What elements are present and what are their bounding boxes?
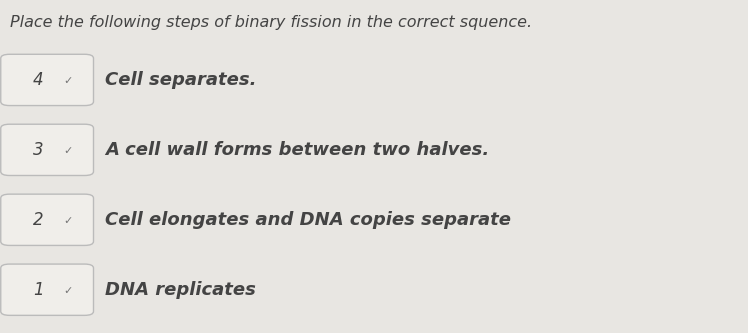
Text: 3: 3 (33, 141, 43, 159)
FancyBboxPatch shape (1, 194, 94, 245)
FancyBboxPatch shape (1, 124, 94, 175)
Text: 1: 1 (33, 281, 43, 299)
Text: ✓: ✓ (64, 286, 73, 296)
Text: Place the following steps of binary fission in the correct squence.: Place the following steps of binary fiss… (10, 15, 532, 30)
Text: ✓: ✓ (64, 216, 73, 226)
Text: Cell separates.: Cell separates. (105, 71, 257, 89)
Text: DNA replicates: DNA replicates (105, 281, 257, 299)
Text: 2: 2 (33, 211, 43, 229)
Text: 4: 4 (33, 71, 43, 89)
Text: Cell elongates and DNA copies separate: Cell elongates and DNA copies separate (105, 211, 512, 229)
Text: ✓: ✓ (64, 76, 73, 86)
FancyBboxPatch shape (1, 264, 94, 315)
Text: ✓: ✓ (64, 146, 73, 156)
FancyBboxPatch shape (1, 54, 94, 106)
Text: A cell wall forms between two halves.: A cell wall forms between two halves. (105, 141, 490, 159)
